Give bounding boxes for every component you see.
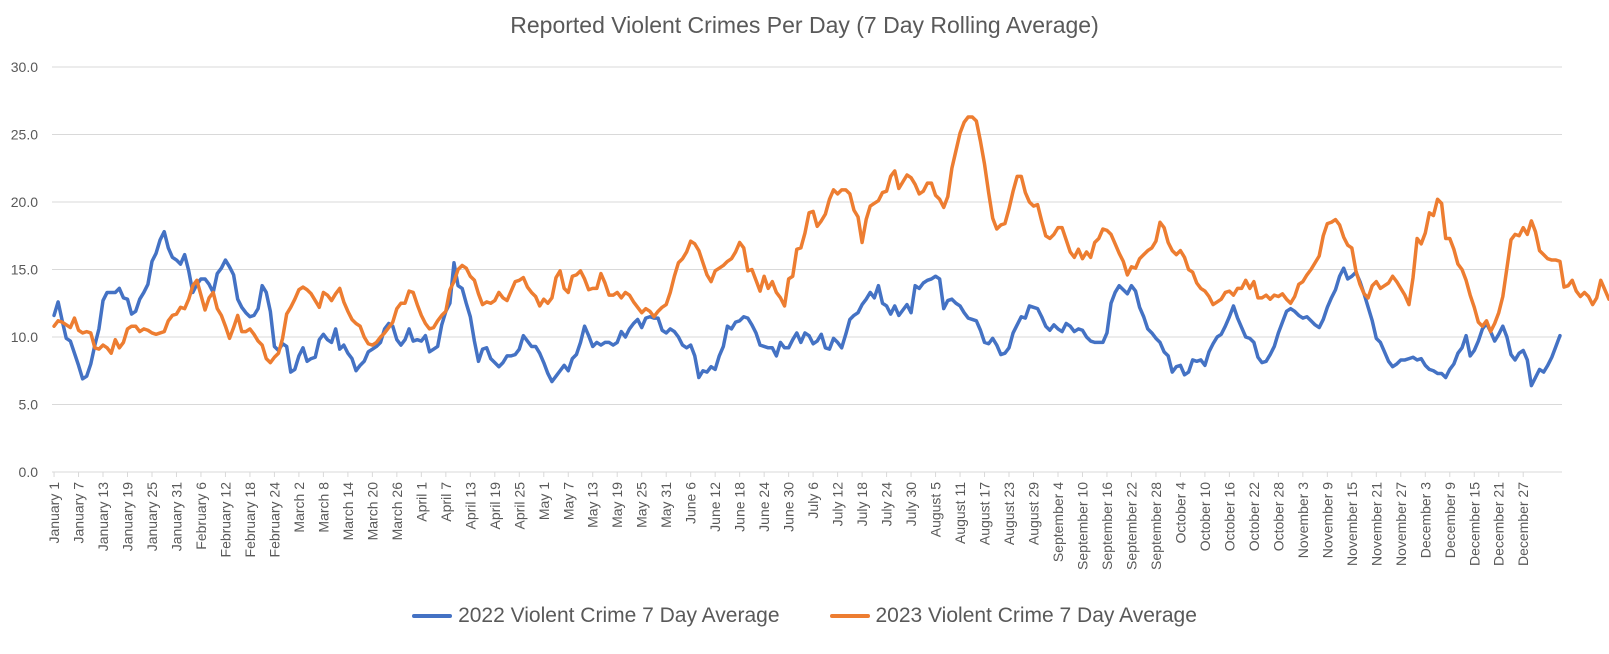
x-tick-label: January 13 — [95, 482, 111, 551]
y-tick-label: 25.0 — [11, 127, 38, 143]
x-tick-label: February 24 — [266, 482, 282, 558]
legend-label-2022: 2022 Violent Crime 7 Day Average — [458, 604, 780, 627]
x-tick-label: July 30 — [903, 482, 919, 527]
x-tick-label: July 18 — [854, 482, 870, 527]
x-tick-label: July 6 — [805, 482, 821, 519]
x-tick-label: August 29 — [1026, 482, 1042, 545]
x-tick-label: October 16 — [1221, 482, 1237, 551]
x-tick-label: August 5 — [928, 482, 944, 537]
x-tick-label: May 13 — [585, 482, 601, 528]
x-tick-label: June 24 — [756, 482, 772, 532]
legend-swatch-2022 — [412, 614, 453, 618]
x-tick-label: March 20 — [364, 482, 380, 541]
x-tick-label: November 9 — [1319, 482, 1335, 558]
x-tick-label: December 3 — [1417, 482, 1433, 558]
chart-title: Reported Violent Crimes Per Day (7 Day R… — [510, 12, 1099, 38]
x-tick-label: January 25 — [144, 482, 160, 551]
x-tick-label: January 19 — [120, 482, 136, 551]
x-tick-label: March 14 — [340, 482, 356, 541]
x-tick-label: August 23 — [1001, 482, 1017, 545]
y-tick-label: 0.0 — [19, 464, 39, 480]
x-tick-label: October 4 — [1172, 482, 1188, 544]
x-tick-label: May 31 — [658, 482, 674, 528]
x-tick-label: September 22 — [1123, 482, 1139, 570]
x-tick-label: May 1 — [536, 482, 552, 520]
x-tick-label: December 9 — [1442, 482, 1458, 558]
legend-label-2023: 2023 Violent Crime 7 Day Average — [875, 604, 1197, 627]
x-tick-label: July 24 — [879, 482, 895, 527]
x-tick-label: May 7 — [560, 482, 576, 520]
y-tick-label: 30.0 — [11, 59, 38, 75]
x-tick-label: February 6 — [193, 482, 209, 550]
x-tick-label: November 3 — [1295, 482, 1311, 558]
x-tick-label: June 6 — [683, 482, 699, 524]
x-tick-label: June 12 — [707, 482, 723, 532]
x-tick-label: September 28 — [1148, 482, 1164, 570]
x-tick-label: January 31 — [168, 482, 184, 551]
legend-swatch-2023 — [829, 614, 870, 618]
x-tick-label: April 7 — [438, 482, 454, 522]
x-tick-label: September 16 — [1099, 482, 1115, 570]
legend-item-2023: 2023 Violent Crime 7 Day Average — [829, 604, 1197, 628]
x-tick-label: December 27 — [1515, 482, 1531, 566]
x-tick-label: March 26 — [389, 482, 405, 541]
x-tick-label: January 1 — [46, 482, 62, 544]
x-tick-label: June 18 — [732, 482, 748, 532]
x-tick-label: May 19 — [609, 482, 625, 528]
x-tick-label: December 15 — [1466, 482, 1482, 566]
x-tick-label: December 21 — [1491, 482, 1507, 566]
x-tick-label: October 10 — [1197, 482, 1213, 551]
x-tick-label: July 12 — [830, 482, 846, 527]
x-tick-label: June 30 — [781, 482, 797, 532]
x-tick-label: April 19 — [487, 482, 503, 530]
y-tick-label: 10.0 — [11, 329, 38, 345]
x-tick-label: April 25 — [511, 482, 527, 530]
x-tick-label: February 18 — [242, 482, 258, 558]
x-tick-label: March 2 — [291, 482, 307, 533]
series-line-2023 — [52, 115, 1609, 365]
x-tick-label: August 11 — [952, 482, 968, 544]
y-tick-label: 15.0 — [11, 262, 38, 278]
x-tick-label: September 4 — [1050, 482, 1066, 562]
x-tick-label: April 13 — [462, 482, 478, 530]
x-tick-label: January 7 — [71, 482, 87, 544]
x-tick-label: October 28 — [1270, 482, 1286, 551]
y-tick-label: 5.0 — [19, 397, 39, 413]
x-tick-label: November 27 — [1393, 482, 1409, 566]
x-tick-label: November 15 — [1344, 482, 1360, 566]
x-tick-label: April 1 — [413, 482, 429, 522]
chart-legend: 2022 Violent Crime 7 Day Average 2023 Vi… — [0, 604, 1609, 628]
y-tick-label: 20.0 — [11, 194, 38, 210]
x-tick-label: August 17 — [977, 482, 993, 545]
x-tick-label: March 8 — [315, 482, 331, 533]
x-tick-label: September 10 — [1074, 482, 1090, 570]
x-tick-label: October 22 — [1246, 482, 1262, 551]
x-tick-label: May 25 — [634, 482, 650, 528]
series-line-2022 — [52, 229, 1562, 388]
x-tick-label: February 12 — [217, 482, 233, 558]
legend-item-2022: 2022 Violent Crime 7 Day Average — [412, 604, 780, 628]
x-tick-label: November 21 — [1368, 482, 1384, 566]
